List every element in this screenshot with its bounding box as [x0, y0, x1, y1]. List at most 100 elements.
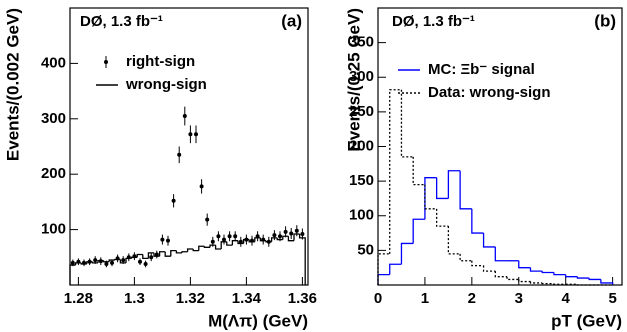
data-point: [227, 234, 232, 239]
histogram-bin: [459, 170, 472, 210]
y-tick-label: 250: [349, 103, 374, 120]
data-point: [110, 260, 114, 265]
data-point: [289, 231, 294, 236]
x-axis-label: pT (GeV): [551, 311, 622, 330]
histogram-bin: [588, 278, 601, 281]
histogram-bin: [231, 240, 238, 246]
histogram-bin: [424, 177, 437, 220]
histogram-bin: [125, 257, 132, 263]
y-tick-label: 100: [349, 207, 374, 224]
y-axis-label: Events/(0.25 GeV): [344, 8, 363, 152]
data-point: [149, 255, 154, 260]
histogram-bin: [74, 262, 82, 266]
data-point: [188, 132, 193, 137]
histogram-bin: [226, 241, 233, 246]
histogram-bin: [494, 271, 508, 278]
x-tick-label: 4: [562, 290, 571, 307]
y-tick-label: 300: [41, 110, 66, 127]
histogram-bin: [97, 259, 104, 263]
x-tick-label: 1.3: [124, 290, 145, 307]
data-point: [160, 237, 165, 242]
histogram-bin: [108, 259, 115, 262]
histogram-bin: [209, 244, 216, 248]
x-tick-label: 1.32: [176, 290, 205, 307]
y-tick-label: 200: [349, 137, 374, 154]
histogram-bin: [175, 250, 182, 254]
data-point: [294, 228, 299, 233]
data-point: [138, 259, 142, 264]
histogram-bin: [153, 252, 160, 257]
histogram-bin: [424, 184, 437, 210]
histogram-bin: [254, 237, 261, 242]
histogram-bin: [130, 256, 138, 259]
histogram-bin: [541, 271, 554, 274]
y-axis-label: Events/(0.002 GeV): [3, 8, 22, 161]
histogram-bin: [220, 241, 227, 249]
data-point: [300, 232, 305, 237]
histogram-bin: [298, 234, 306, 285]
histogram-bin: [203, 246, 210, 248]
histogram-bin: [400, 242, 414, 265]
data-point: [283, 229, 288, 234]
histogram-bin: [80, 262, 87, 265]
histogram-bin: [270, 237, 278, 242]
histogram-bin: [518, 260, 531, 269]
y-tick-label: 300: [349, 68, 374, 85]
histogram-bin: [142, 254, 149, 260]
histogram-bin: [259, 237, 266, 242]
x-tick-label: 0: [374, 290, 382, 307]
histogram-bin: [471, 208, 484, 234]
histogram-bin: [214, 245, 222, 250]
data-point: [154, 252, 159, 257]
data-point: [171, 198, 176, 203]
histogram-bin: [436, 177, 449, 200]
data-point: [70, 260, 75, 265]
data-point: [182, 114, 187, 119]
panel-label: (b): [594, 11, 616, 30]
y-tick-label: 400: [41, 54, 66, 71]
data-point: [177, 152, 182, 157]
x-tick-label: 3: [515, 290, 523, 307]
histogram-bin: [518, 279, 531, 283]
y-tick-label: 100: [41, 221, 66, 238]
annotation: DØ, 1.3 fb⁻¹: [392, 13, 475, 30]
histogram-bin: [529, 267, 543, 272]
histogram-bin: [287, 236, 294, 242]
data-point: [104, 261, 109, 266]
data-point: [216, 234, 221, 239]
histogram-bin: [459, 253, 472, 262]
histogram-bin: [482, 233, 496, 248]
data-point: [272, 233, 277, 238]
histogram-bin: [198, 245, 205, 251]
y-tick-label: 50: [357, 241, 374, 258]
data-point: [205, 217, 210, 222]
histogram-bin: [389, 89, 402, 254]
plot-frame: [377, 7, 623, 286]
histogram-bin: [412, 218, 425, 244]
histogram-bin: [282, 235, 289, 240]
x-tick-label: 5: [608, 290, 616, 307]
y-tick-label: 150: [349, 172, 374, 189]
histogram-bin: [158, 251, 166, 257]
x-tick-label: 1.28: [64, 290, 93, 307]
histogram-bin: [412, 156, 425, 186]
histogram-bin: [576, 276, 590, 279]
histogram-bin: [114, 258, 121, 261]
data-point: [278, 234, 282, 239]
histogram-bin: [377, 253, 390, 285]
histogram-bin: [436, 208, 449, 227]
histogram-bin: [276, 237, 283, 241]
data-point: [238, 239, 243, 244]
histogram-bin: [471, 260, 484, 267]
histogram-bin: [91, 261, 98, 264]
legend-symbol: [104, 60, 108, 64]
histogram-bin: [119, 259, 126, 264]
histogram-bin: [389, 263, 402, 275]
y-tick-label: 200: [41, 165, 66, 182]
data-point: [199, 184, 204, 189]
histogram-bin: [494, 246, 508, 262]
x-tick-label: 1: [421, 290, 429, 307]
histogram-bin: [529, 281, 543, 284]
histogram-bin: [86, 261, 93, 264]
histogram-bin: [181, 251, 188, 253]
